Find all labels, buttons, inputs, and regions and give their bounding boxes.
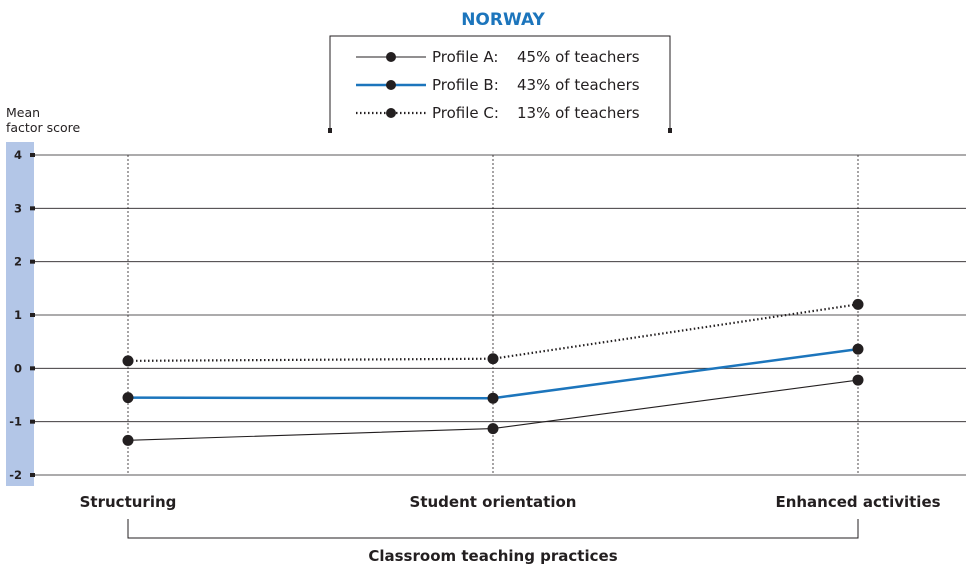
legend-swatch-marker <box>386 80 396 90</box>
y-tick-mark <box>30 206 35 211</box>
legend-series-share: 13% of teachers <box>517 104 640 122</box>
grid-lines <box>30 153 966 477</box>
category-label: Enhanced activities <box>775 493 940 511</box>
series-3-point <box>487 353 499 365</box>
x-axis-label: Classroom teaching practices <box>368 547 617 565</box>
y-tick-mark <box>30 153 35 157</box>
y-tick-mark <box>30 419 35 424</box>
category-labels: Structuring Student orientation Enhanced a… <box>80 493 941 511</box>
y-tick-mark <box>30 366 35 371</box>
legend-series-name: Profile A: <box>432 48 498 66</box>
legend-frame <box>329 35 671 131</box>
y-tick-label: 1 <box>14 308 22 322</box>
y-tick-label: 2 <box>14 255 22 269</box>
series-1-point <box>852 374 864 386</box>
legend-series-share: 45% of teachers <box>517 48 640 66</box>
y-tick-label: 4 <box>14 148 22 162</box>
y-tick-mark <box>30 313 35 317</box>
legend-swatch-marker <box>386 52 396 62</box>
legend-swatch-marker <box>386 108 396 118</box>
legend: Profile A: 45% of teachers Profile B: 43% o… <box>328 35 672 133</box>
series-1-point <box>122 434 134 446</box>
category-label: Student orientation <box>410 493 577 511</box>
y-tick-label: -1 <box>9 415 22 429</box>
legend-series-share: 43% of teachers <box>517 76 640 94</box>
y-axis-label-line-1: Mean <box>6 105 40 120</box>
series-3-point <box>122 355 134 367</box>
chart-title: NORWAY <box>461 10 545 30</box>
y-axis-band <box>6 142 34 486</box>
y-tick-labels: 4 3 2 1 0 -1 -2 <box>9 148 22 482</box>
series-1-point <box>487 423 499 435</box>
category-label: Structuring <box>80 493 177 511</box>
series-2-point <box>487 392 499 404</box>
series-2-point <box>122 392 134 404</box>
legend-frame-corner-left <box>328 128 332 133</box>
x-axis-bracket <box>127 519 859 539</box>
y-tick-label: 3 <box>14 201 22 215</box>
legend-series-name: Profile B: <box>432 76 499 94</box>
y-tick-label: 0 <box>14 361 22 375</box>
legend-series-name: Profile C: <box>432 104 499 122</box>
series-3-point <box>852 298 864 310</box>
legend-frame-corner-right <box>668 128 672 133</box>
y-tick-label: -2 <box>9 468 22 482</box>
y-axis-label-line-2: factor score <box>6 120 80 135</box>
y-tick-mark <box>30 259 35 264</box>
y-tick-mark <box>30 473 35 477</box>
series-lines <box>122 298 864 446</box>
category-guides <box>127 155 859 475</box>
series-2-point <box>852 343 864 355</box>
legend-items: Profile A: 45% of teachers Profile B: 43% o… <box>356 48 640 122</box>
